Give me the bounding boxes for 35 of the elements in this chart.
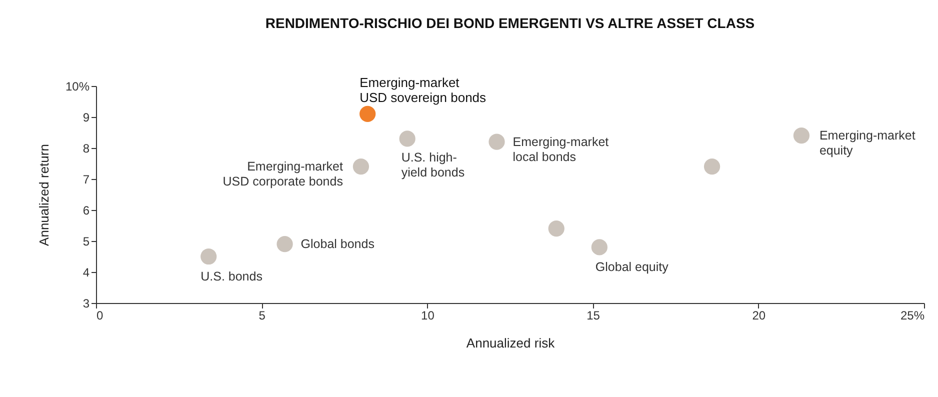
chart-title: RENDIMENTO-RISCHIO DEI BOND EMERGENTI VS ALTRE ASSET CLASS: [265, 14, 755, 31]
annotation: Global equity: [595, 260, 670, 274]
y-tick-label: 9: [82, 110, 90, 124]
annotation: Emerging-market USD corporate bonds: [222, 160, 344, 189]
point: [360, 106, 376, 122]
point: [276, 236, 293, 252]
point: [704, 158, 720, 175]
x-tick-label: 5: [258, 308, 266, 322]
y-tick-label: 6: [82, 204, 90, 218]
point: [548, 220, 564, 237]
point: [399, 130, 416, 147]
x-tick-label: 20: [752, 308, 766, 322]
point: [793, 128, 810, 144]
point: [488, 134, 505, 150]
x-tick-label: 25%: [900, 308, 925, 322]
y-axis-title: Annualized return: [36, 144, 52, 246]
annotation: Emerging-market USD sovereign bonds: [360, 74, 487, 105]
x-tick-label: 0: [96, 308, 104, 322]
x-tick-label: 10: [421, 308, 435, 322]
y-tick-label: 10%: [65, 80, 90, 94]
y-tick-label: 8: [82, 142, 90, 156]
y-tick-label: 7: [82, 172, 90, 186]
y-tick-label: 3: [82, 296, 90, 310]
x-axis-title: Annualized risk: [466, 336, 556, 350]
point: [352, 158, 370, 175]
y-tick-label: 5: [82, 234, 90, 248]
x-tick-label: 15: [586, 308, 600, 322]
annotation: U.S. bonds: [200, 270, 262, 284]
annotation: U.S. high- yield bonds: [401, 150, 465, 180]
y-tick-label: 4: [82, 266, 90, 280]
annotation: Emerging-market local bonds: [512, 134, 610, 164]
point: [591, 239, 608, 256]
annotation: Global bonds: [300, 237, 374, 252]
annotation: Emerging-market equity: [819, 128, 916, 158]
point: [200, 248, 217, 265]
